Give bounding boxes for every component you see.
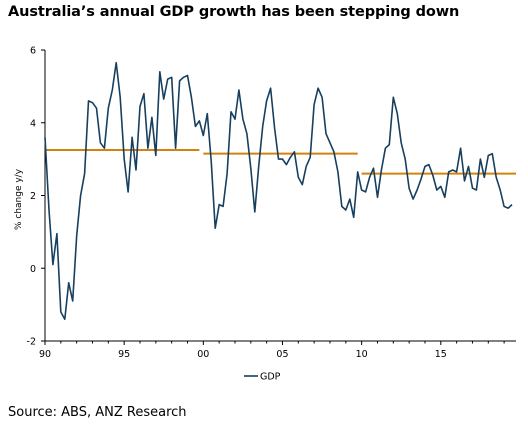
y-tick-label: 2 [30,191,36,202]
y-tick-label: 0 [30,264,36,275]
y-tick-label: 6 [30,46,36,57]
gdp-series-line [44,61,513,321]
y-axis: 6 4 2 0 -2 [27,46,46,348]
x-tick-label: 95 [118,349,130,360]
x-tick-label: 90 [39,349,51,360]
source-note: Source: ABS, ANZ Research [8,405,187,420]
plot-lines [44,61,516,321]
x-tick-label: 00 [197,349,209,360]
x-tick-label: 10 [356,349,368,360]
legend: GDP [244,372,281,383]
legend-label-gdp: GDP [260,372,281,383]
x-axis: 90 95 00 05 10 15 [39,340,516,360]
y-tick-label: 4 [30,118,36,129]
y-axis-label: % change y/y [14,168,24,230]
chart-title: Australia’s annual GDP growth has been s… [8,4,460,20]
x-tick-label: 05 [276,349,288,360]
y-tick-label: -2 [27,337,36,348]
x-tick-label: 15 [435,349,447,360]
